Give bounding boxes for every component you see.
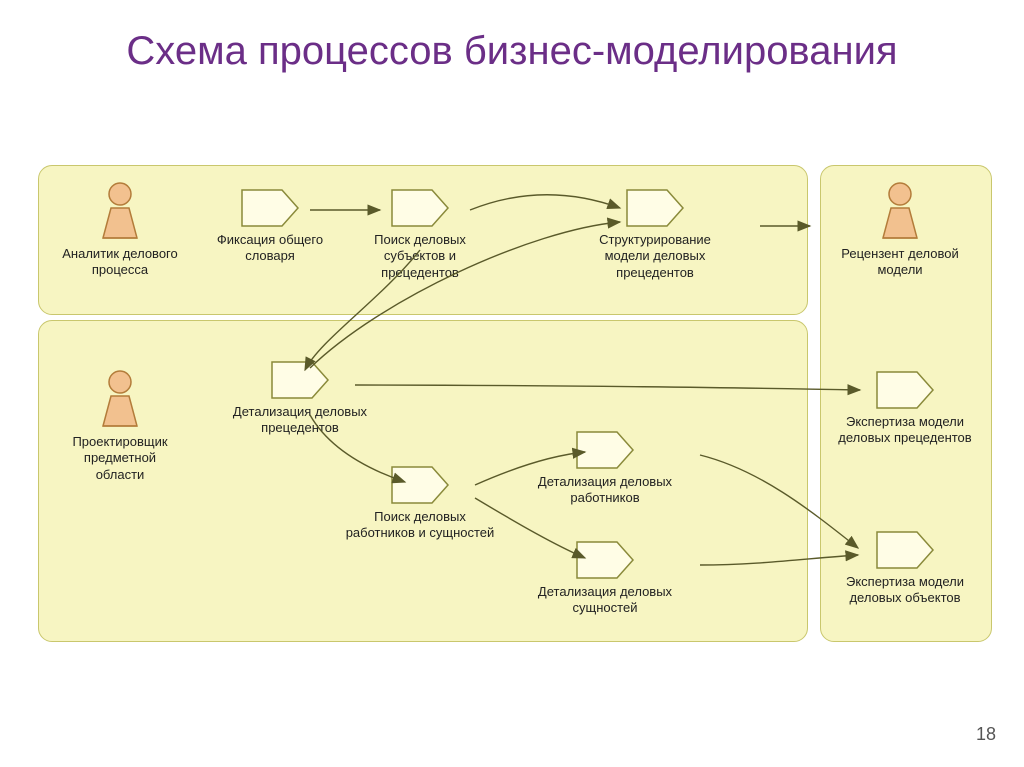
process-icon (875, 530, 935, 570)
process-icon (240, 188, 300, 228)
process-detail-entities: Детализация деловых сущностей (530, 540, 680, 617)
actor-label: Аналитик делового процесса (60, 246, 180, 279)
process-label: Детализация деловых сущностей (530, 584, 680, 617)
process-label: Экспертиза модели деловых прецедентов (830, 414, 980, 447)
process-icon (575, 540, 635, 580)
process-search-subjects: Поиск деловых субъектов и прецедентов (345, 188, 495, 281)
process-search-workers: Поиск деловых работников и сущностей (345, 465, 495, 542)
slide-title: Схема процессов бизнес-моделирования (0, 28, 1024, 74)
actor-reviewer: Рецензент деловой модели (840, 182, 960, 279)
actor-label: Проектировщик предметной области (60, 434, 180, 483)
process-label: Фиксация общего словаря (195, 232, 345, 265)
actor-analyst: Аналитик делового процесса (60, 182, 180, 279)
process-label: Структурирование модели деловых прецеден… (580, 232, 730, 281)
process-detail-workers: Детализация деловых работников (530, 430, 680, 507)
process-label: Экспертиза модели деловых объектов (830, 574, 980, 607)
process-detail-precedents: Детализация деловых прецедентов (225, 360, 375, 437)
process-review-objects: Экспертиза модели деловых объектов (830, 530, 980, 607)
actor-icon (93, 370, 147, 428)
process-label: Детализация деловых работников (530, 474, 680, 507)
process-fixation: Фиксация общего словаря (195, 188, 345, 265)
process-icon (390, 188, 450, 228)
process-icon (575, 430, 635, 470)
process-label: Детализация деловых прецедентов (225, 404, 375, 437)
actor-label: Рецензент деловой модели (840, 246, 960, 279)
process-structure-model: Структурирование модели деловых прецеден… (580, 188, 730, 281)
process-icon (390, 465, 450, 505)
slide: Схема процессов бизнес-моделирования Ана… (0, 0, 1024, 767)
actor-icon (873, 182, 927, 240)
process-review-precedents: Экспертиза модели деловых прецедентов (830, 370, 980, 447)
process-icon (625, 188, 685, 228)
actor-designer: Проектировщик предметной области (60, 370, 180, 483)
process-label: Поиск деловых работников и сущностей (345, 509, 495, 542)
process-icon (875, 370, 935, 410)
process-label: Поиск деловых субъектов и прецедентов (345, 232, 495, 281)
actor-icon (93, 182, 147, 240)
slide-number: 18 (976, 724, 996, 745)
process-icon (270, 360, 330, 400)
